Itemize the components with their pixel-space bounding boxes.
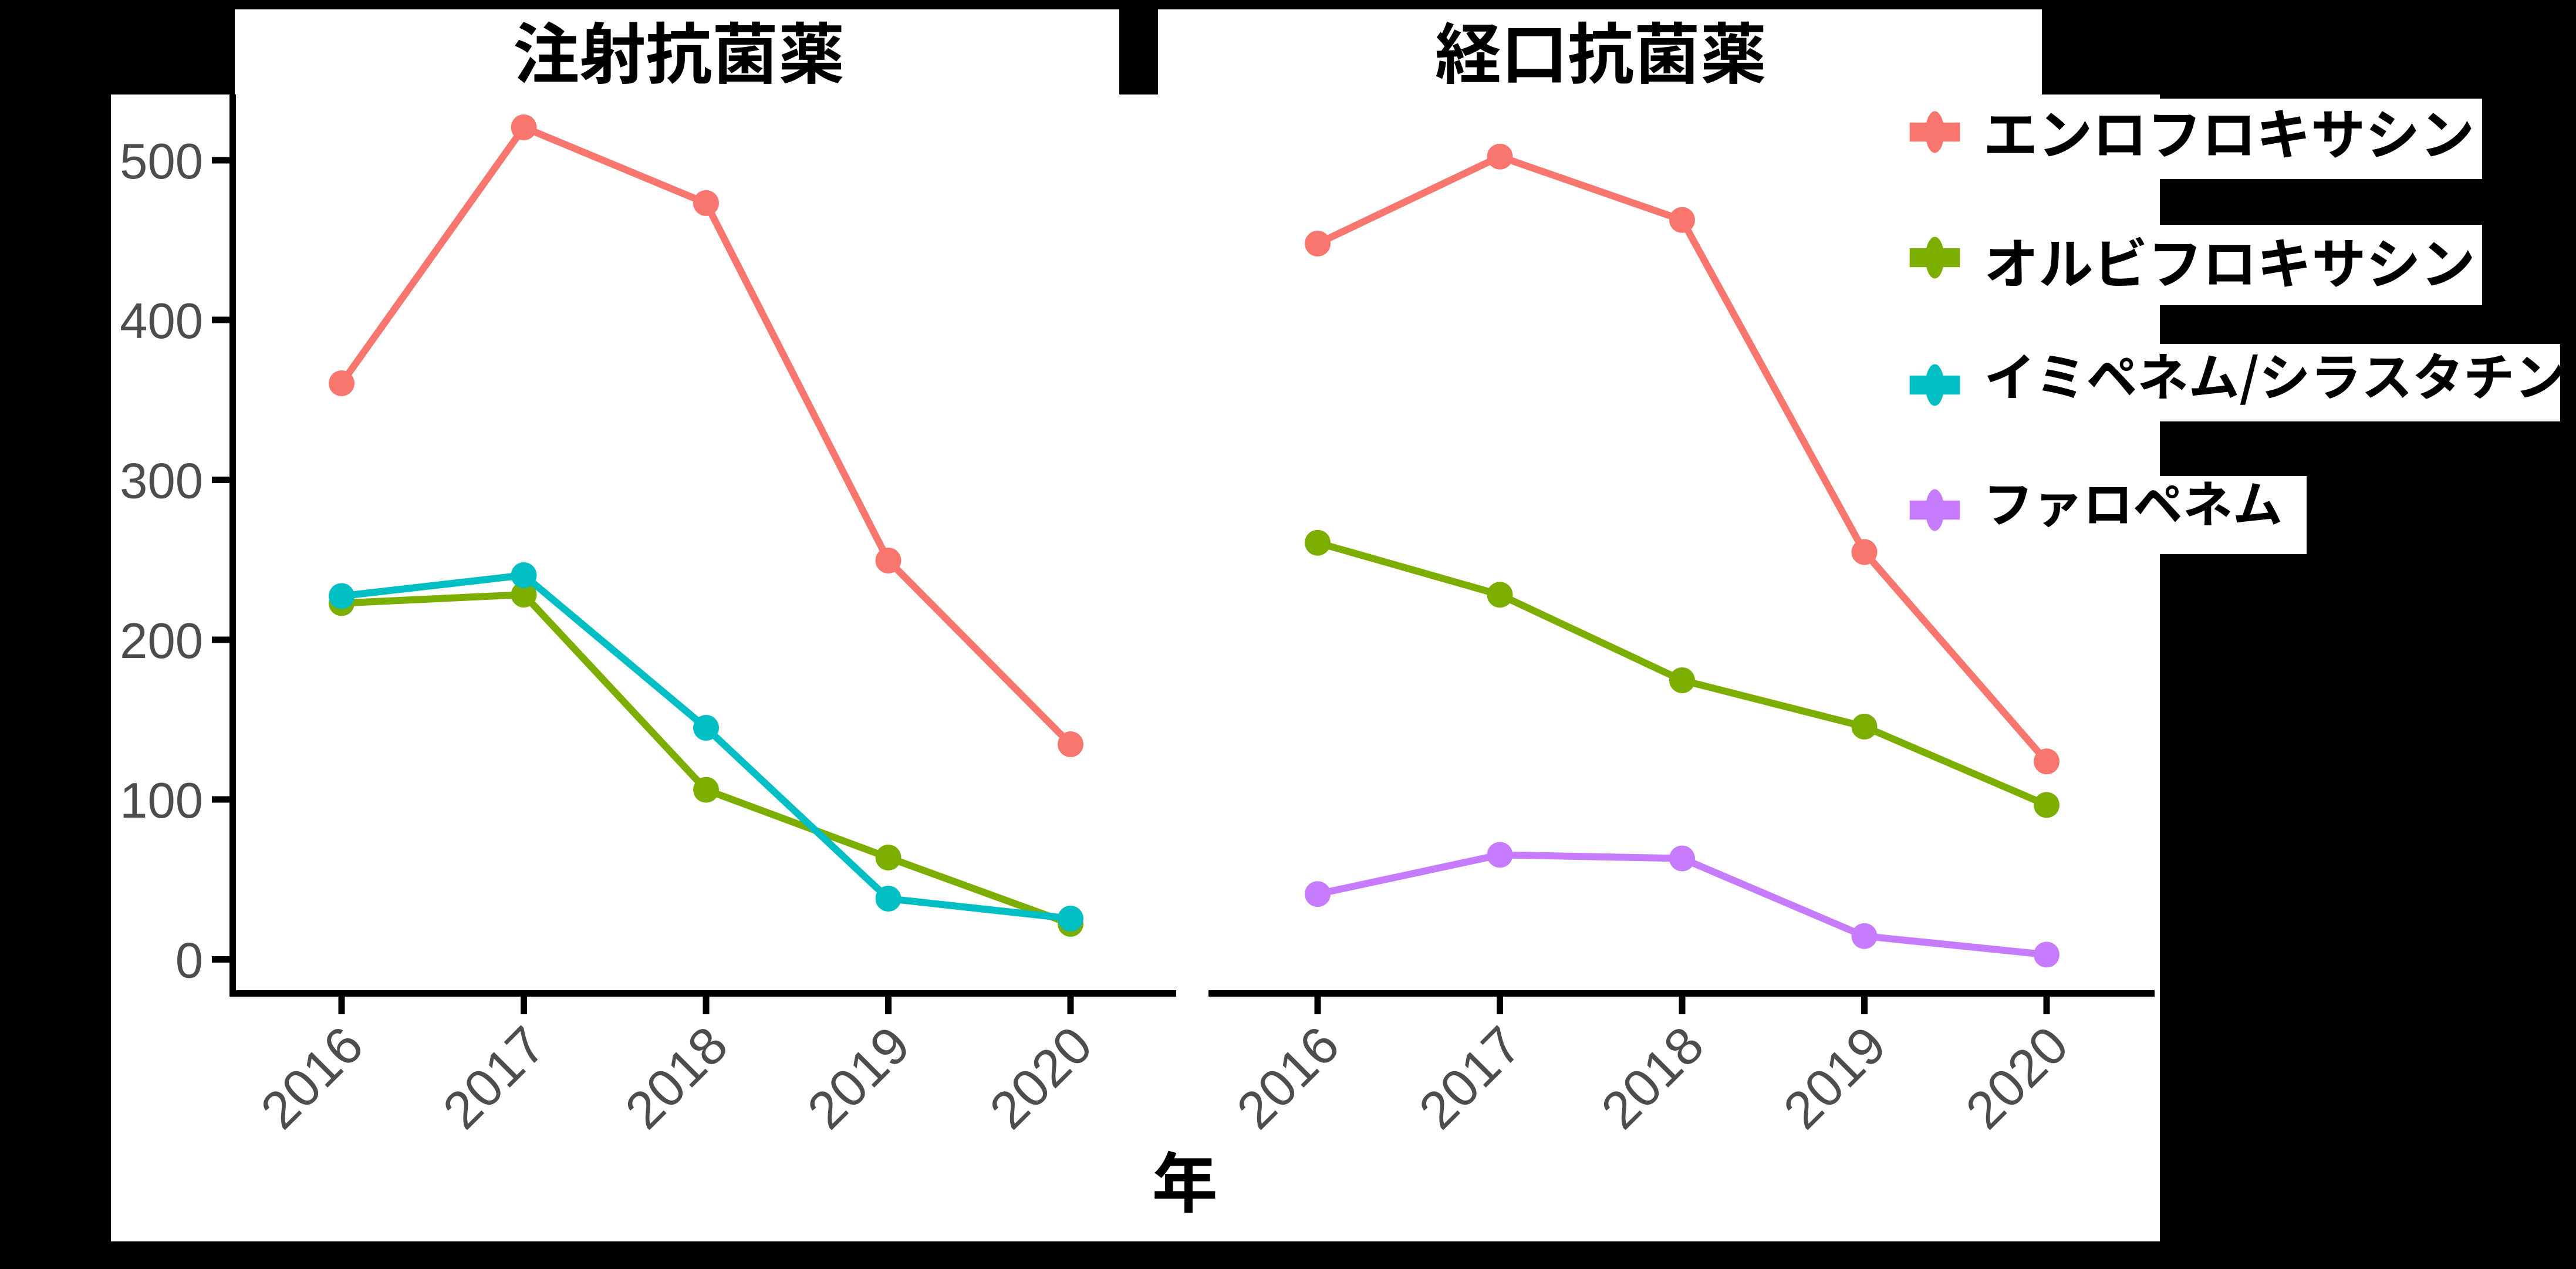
svg-text:400: 400 — [120, 293, 203, 349]
svg-text:100: 100 — [120, 773, 203, 829]
svg-text:300: 300 — [120, 454, 203, 509]
svg-text:0: 0 — [175, 933, 203, 989]
svg-text:200: 200 — [120, 613, 203, 669]
svg-text:500: 500 — [120, 134, 203, 190]
